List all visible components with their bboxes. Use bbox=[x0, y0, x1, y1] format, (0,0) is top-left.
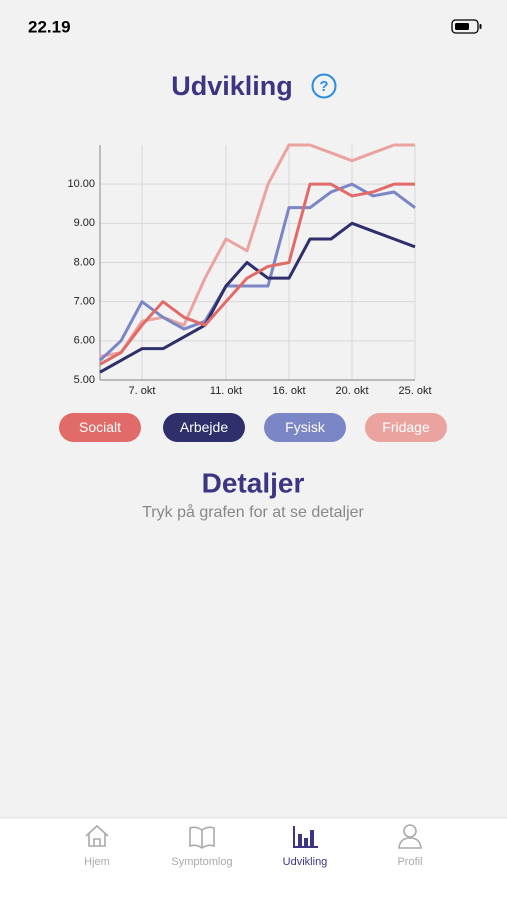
tab-label[interactable]: Udvikling bbox=[283, 856, 328, 868]
y-tick-label: 8.00 bbox=[74, 256, 95, 268]
page-title: Udvikling bbox=[171, 71, 293, 101]
tab-label[interactable]: Hjem bbox=[84, 856, 110, 868]
x-tick-label: 25. okt bbox=[398, 385, 431, 397]
series-line bbox=[99, 182, 415, 366]
profile-icon[interactable] bbox=[398, 824, 422, 849]
tab-label[interactable]: Symptomlog bbox=[171, 856, 232, 868]
y-tick-label: 10.00 bbox=[67, 178, 95, 190]
legend-label[interactable]: Socialt bbox=[79, 419, 121, 435]
legend-label[interactable]: Fridage bbox=[382, 419, 430, 435]
x-tick-label: 16. okt bbox=[272, 385, 305, 397]
help-icon[interactable]: ? bbox=[319, 78, 328, 95]
legend-label[interactable]: Arbejde bbox=[180, 419, 228, 435]
battery-icon bbox=[451, 19, 482, 34]
tab-bar bbox=[0, 818, 507, 900]
tab-label[interactable]: Profil bbox=[397, 856, 422, 868]
series-line bbox=[99, 143, 415, 358]
y-tick-label: 6.00 bbox=[74, 335, 95, 347]
y-tick-label: 9.00 bbox=[74, 217, 95, 229]
details-subtitle: Tryk på grafen for at se detaljer bbox=[142, 503, 364, 521]
y-tick-label: 5.00 bbox=[74, 374, 95, 386]
legend-button[interactable] bbox=[264, 413, 346, 442]
book-icon[interactable] bbox=[189, 826, 215, 849]
legend-button[interactable] bbox=[365, 413, 447, 442]
legend: Socialt Arbejde Fysisk Fridage bbox=[59, 413, 447, 442]
details-title: Detaljer bbox=[202, 467, 305, 498]
series-line bbox=[99, 221, 416, 374]
legend-button[interactable] bbox=[163, 413, 245, 442]
home-icon[interactable] bbox=[85, 824, 109, 847]
y-tick-label: 7.00 bbox=[74, 296, 95, 308]
legend-label[interactable]: Fysisk bbox=[285, 419, 326, 435]
legend-button[interactable] bbox=[59, 413, 141, 442]
x-tick-label: 7. okt bbox=[129, 385, 156, 397]
line-chart[interactable]: 5.00 6.00 7.00 8.00 9.00 10.00 7. okt 11. okt 16… bbox=[67, 143, 432, 397]
x-tick-label: 11. okt bbox=[210, 385, 242, 397]
x-tick-label: 20. okt bbox=[335, 385, 368, 397]
help-button[interactable]: ? bbox=[311, 73, 337, 99]
status-time: 22.19 bbox=[28, 17, 71, 36]
chart-icon[interactable] bbox=[293, 826, 318, 848]
series-line bbox=[98, 182, 416, 362]
